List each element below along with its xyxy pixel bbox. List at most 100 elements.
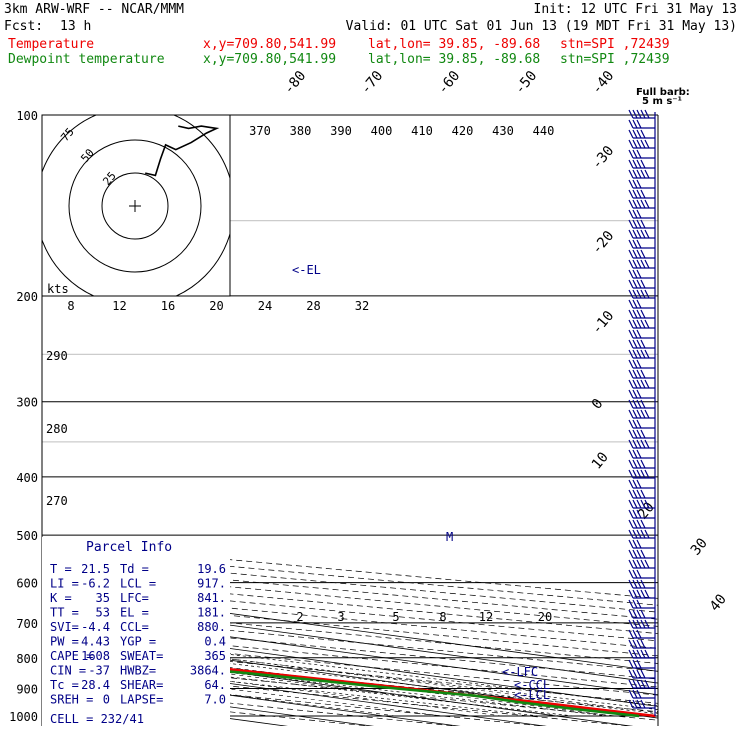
theta-label: 440	[533, 124, 555, 138]
wind-barb	[628, 419, 655, 429]
wind-barb	[628, 119, 655, 129]
speed-label: 16	[161, 299, 175, 313]
wind-barb	[628, 509, 655, 519]
parcel-key: SVI=	[50, 620, 79, 634]
speed-label: 32	[355, 299, 369, 313]
wind-barb	[628, 409, 655, 419]
parcel-value: 64.	[204, 678, 226, 692]
isotherm-label: -40	[589, 68, 618, 98]
parcel-value: 365	[204, 649, 226, 663]
isotherm-label: 30	[688, 535, 711, 558]
wind-barb	[628, 429, 655, 439]
parcel-value: 19.6	[197, 562, 226, 576]
pressure-label: 600	[16, 577, 38, 591]
parcel-value: 7.0	[204, 693, 226, 707]
parcel-value: 917.	[197, 577, 226, 591]
wind-barb	[628, 529, 655, 539]
parcel-key: LFC=	[120, 591, 149, 605]
wind-barb	[628, 479, 655, 489]
init-time: Init: 12 UTC Fri 31 May 13	[534, 2, 738, 17]
parcel-info-panel: Parcel Info T = 21.5 Td = 19.6 LI = -6.2 LCL =…	[42, 537, 230, 726]
dry-adiabat-label: 280	[46, 422, 68, 436]
wind-barb	[628, 389, 655, 399]
parcel-value: 21.5	[81, 562, 110, 576]
parcel-key: LI =	[50, 577, 79, 591]
parcel-value: 28.4	[81, 678, 110, 692]
barb-legend-line2: 5 m s⁻¹	[642, 96, 682, 107]
theta-label: 370	[249, 124, 271, 138]
parcel-key: Tc =	[50, 678, 79, 692]
wind-barb	[628, 589, 655, 599]
theta-label: 380	[290, 124, 312, 138]
isotherm	[42, 587, 658, 672]
parcel-value: 53	[96, 606, 110, 620]
wind-barb	[628, 229, 655, 239]
wind-barb	[628, 159, 655, 169]
pressure-label: 700	[16, 617, 38, 631]
wind-barb	[628, 599, 655, 609]
wind-barb	[628, 399, 655, 409]
isotherm-label: 0	[589, 396, 607, 413]
pressure-label: 1000	[9, 710, 38, 724]
wind-barb	[628, 539, 655, 549]
speed-label: 20	[209, 299, 223, 313]
isotherm-label: 10	[589, 449, 612, 472]
parcel-key: K =	[50, 591, 72, 605]
mixing-ratio-label: 8	[439, 610, 446, 624]
wind-barb	[628, 659, 655, 669]
wind-barb	[628, 609, 655, 619]
parcel-key: SREH =	[50, 693, 93, 707]
parcel-value: -37	[88, 664, 110, 678]
wind-barb	[628, 699, 655, 709]
mixing-ratio-label: 2	[296, 610, 303, 624]
theta-label: 400	[371, 124, 393, 138]
pressure-label: 800	[16, 652, 38, 666]
pressure-label: 400	[16, 471, 38, 485]
wind-barb	[628, 549, 655, 559]
header: 3km ARW-WRF -- NCAR/MMM Init: 12 UTC Fri…	[4, 2, 737, 67]
wind-barb	[628, 239, 655, 249]
wind-barb	[628, 249, 655, 259]
hodograph: 75 50 25 kts	[41, 114, 231, 297]
mixing-ratio-label: 12	[479, 610, 493, 624]
parcel-value: -6.2	[81, 577, 110, 591]
wind-barb	[628, 269, 655, 279]
dew-legend-xy: x,y=709.80,541.99	[203, 52, 336, 67]
annotation: M	[446, 530, 453, 544]
wind-barb	[628, 339, 655, 349]
wind-barb	[628, 139, 655, 149]
wind-barb	[628, 279, 655, 289]
wind-barb	[628, 109, 655, 119]
annotation: <-CCL	[514, 678, 550, 692]
parcel-value: 880.	[197, 620, 226, 634]
wind-barb	[628, 569, 655, 579]
valid-time: Valid: 01 UTC Sat 01 Jun 13 (19 MDT Fri …	[346, 19, 737, 34]
temp-legend-stn: stn=SPI ,72439	[560, 37, 670, 52]
wind-barb	[628, 469, 655, 479]
speed-label: 28	[306, 299, 320, 313]
wind-barb	[628, 199, 655, 209]
isotherm-label: -20	[589, 228, 618, 258]
fcst-label: Fcst:	[4, 19, 43, 34]
parcel-key: LCL =	[120, 577, 156, 591]
moist-adiabat	[42, 655, 574, 717]
wind-barb	[628, 619, 655, 629]
temperature-profile	[42, 647, 656, 718]
parcel-value: 35	[96, 591, 110, 605]
wind-barbs	[628, 109, 656, 716]
parcel-value: 0.4	[204, 635, 226, 649]
moist-adiabat	[42, 641, 658, 715]
speed-label: 12	[112, 299, 126, 313]
theta-label: 420	[452, 124, 474, 138]
wind-barb	[628, 209, 655, 219]
dewpoint-profile	[42, 652, 640, 718]
pressure-label: 300	[16, 396, 38, 410]
parcel-value: 1608	[81, 649, 110, 663]
wind-barb	[628, 319, 655, 329]
parcel-key: CCL=	[120, 620, 149, 634]
parcel-key: SHEAR=	[120, 678, 163, 692]
dew-legend-label: Dewpoint temperature	[8, 52, 165, 67]
parcel-value: 181.	[197, 606, 226, 620]
wind-barb	[628, 289, 655, 299]
